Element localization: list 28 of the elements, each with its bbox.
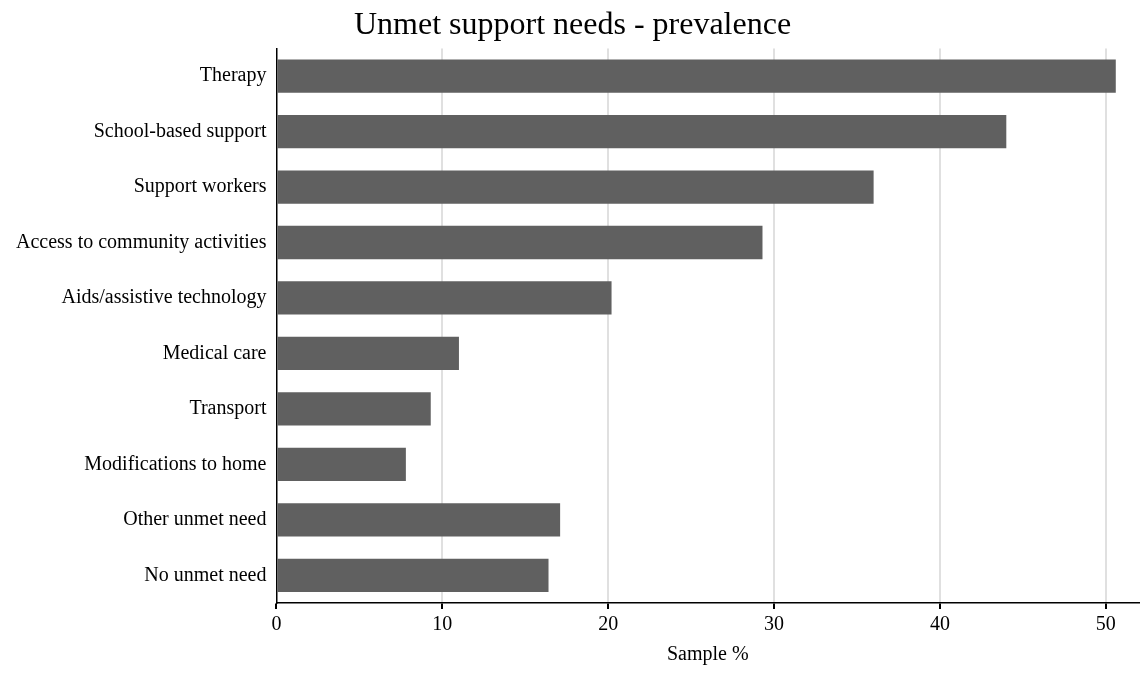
x-tick-label: 10 <box>432 612 453 635</box>
bar <box>277 170 874 204</box>
y-tick-label: Support workers <box>133 174 267 198</box>
bar <box>277 225 763 260</box>
y-tick-label: Access to community activities <box>16 229 267 253</box>
bar <box>277 447 406 481</box>
y-tick-label: Aids/assistive technology <box>61 285 267 309</box>
chart-title: Unmet support needs - prevalence <box>353 4 792 41</box>
bar <box>277 503 561 537</box>
bar <box>277 281 612 315</box>
bar <box>277 336 459 371</box>
y-tick-label: School-based support <box>93 118 267 142</box>
x-axis-title: Sample % <box>666 642 749 666</box>
x-tick-label: 30 <box>764 612 785 635</box>
bar <box>277 114 1007 149</box>
x-tick-label: 50 <box>1095 612 1116 635</box>
x-tick-label: 40 <box>929 612 950 635</box>
y-tick-label: Other unmet need <box>123 507 267 530</box>
y-tick-label: Medical care <box>162 340 267 363</box>
bar <box>277 558 549 592</box>
x-tick-label: 0 <box>271 612 282 635</box>
y-tick-label: Modifications to home <box>84 451 267 474</box>
bar <box>277 392 431 426</box>
y-tick-label: Transport <box>189 396 267 420</box>
y-tick-label: No unmet need <box>144 562 267 585</box>
x-tick-label: 20 <box>598 612 619 635</box>
y-tick-label: Therapy <box>199 63 267 87</box>
bar <box>277 59 1116 93</box>
